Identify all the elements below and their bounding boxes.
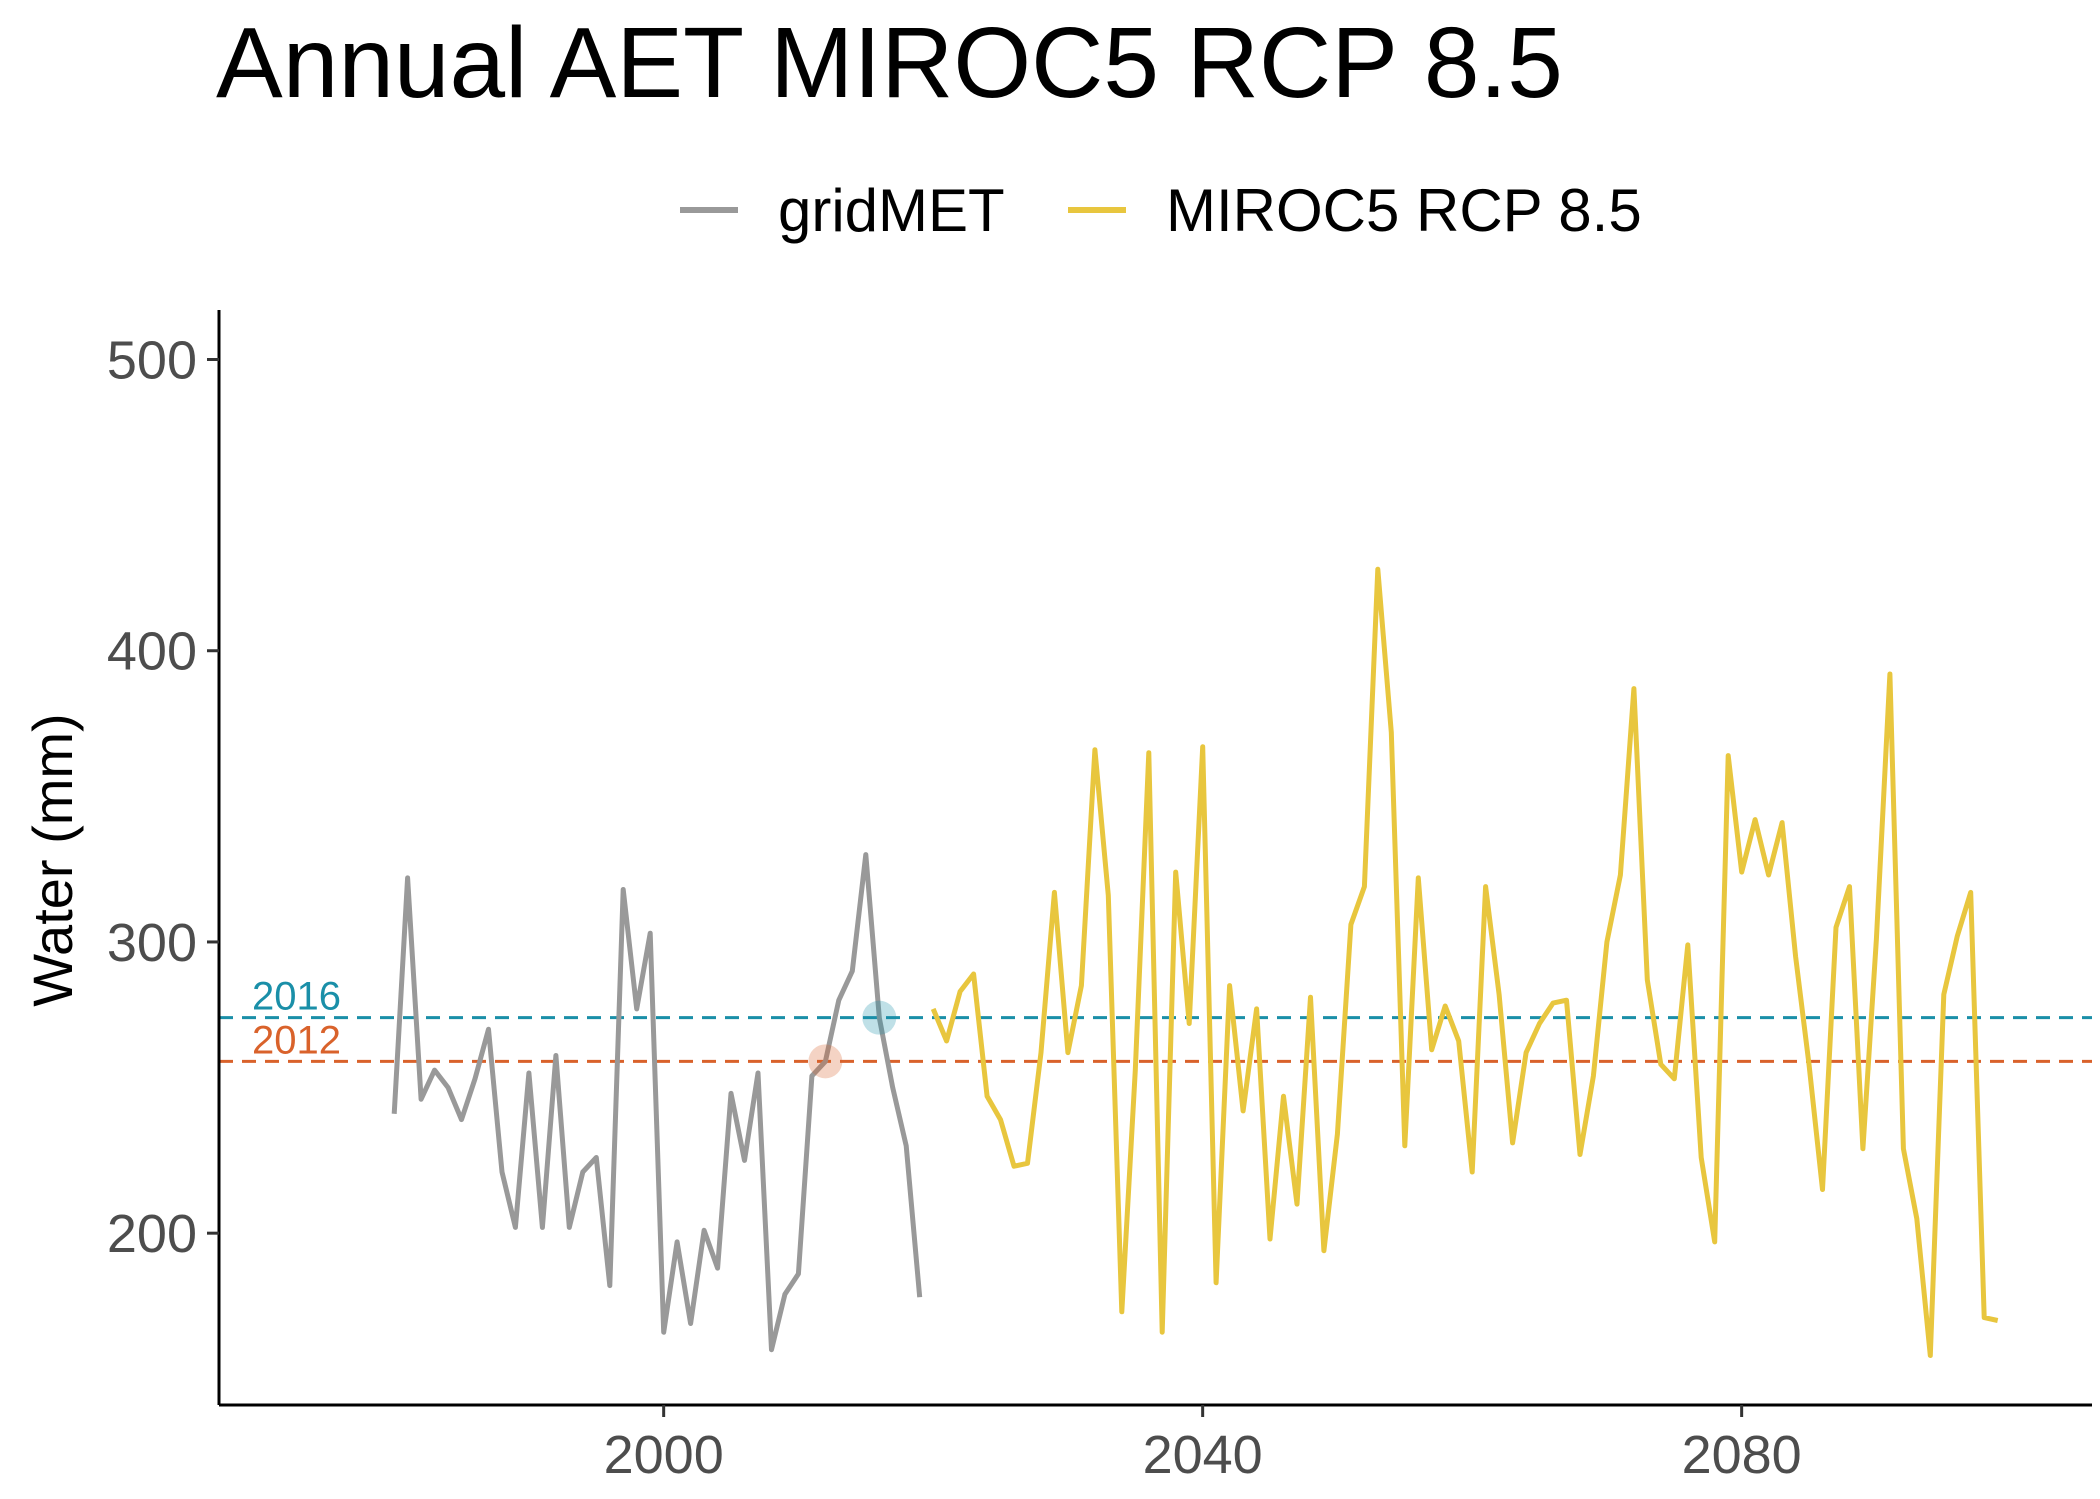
legend: gridMET MIROC5 RCP 8.5 bbox=[0, 165, 2100, 255]
y-tick-label-200: 200 bbox=[107, 1204, 197, 1264]
y-tick-label-300: 300 bbox=[107, 913, 197, 973]
x-tick-label-2040: 2040 bbox=[1143, 1425, 1263, 1485]
chart-title: Annual AET MIROC5 RCP 8.5 bbox=[216, 7, 1563, 119]
legend-label-gridmet: gridMET bbox=[778, 176, 1005, 244]
x-tick-label-2000: 2000 bbox=[604, 1425, 724, 1485]
y-tick-label-500: 500 bbox=[107, 331, 197, 391]
series-line-gridmet bbox=[391, 852, 923, 1353]
legend-entry-gridmet: gridMET bbox=[680, 165, 1005, 255]
series-line-miroc5 bbox=[930, 566, 1999, 1358]
x-axis-ticks: 2000 2040 2080 bbox=[604, 1405, 1802, 1485]
reference-marker-2016 bbox=[862, 1000, 897, 1035]
reference-label-2012: 2012 bbox=[252, 1018, 341, 1062]
legend-swatch-gridmet bbox=[680, 207, 738, 213]
reference-marker-2012 bbox=[808, 1044, 843, 1079]
y-axis-ticks: 200 300 400 500 bbox=[107, 331, 219, 1264]
series-lines bbox=[391, 566, 1999, 1358]
reference-label-2016: 2016 bbox=[252, 975, 341, 1019]
legend-entry-miroc5: MIROC5 RCP 8.5 bbox=[1068, 165, 1642, 255]
legend-label-miroc5: MIROC5 RCP 8.5 bbox=[1166, 176, 1642, 244]
y-tick-label-400: 400 bbox=[107, 622, 197, 682]
y-axis-title: Water (mm) bbox=[21, 713, 84, 1006]
legend-swatch-miroc5 bbox=[1068, 207, 1126, 213]
reference-markers bbox=[808, 1000, 897, 1079]
x-tick-label-2080: 2080 bbox=[1682, 1425, 1802, 1485]
